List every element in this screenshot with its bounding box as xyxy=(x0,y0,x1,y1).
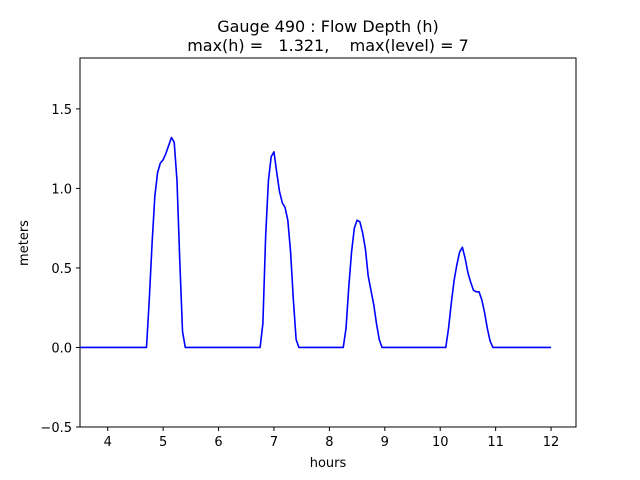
x-tick-label: 5 xyxy=(159,435,167,450)
y-tick-label: 1.0 xyxy=(51,182,72,197)
y-axis-label: meters xyxy=(17,220,32,266)
chart-title-line-1: Gauge 490 : Flow Depth (h) xyxy=(217,17,439,36)
y-tick-label: 0.5 xyxy=(51,262,72,277)
y-tick-label: −0.5 xyxy=(40,421,72,436)
chart-title-line-2: max(h) = 1.321, max(level) = 7 xyxy=(187,36,469,55)
y-tick-label: 1.5 xyxy=(51,103,72,118)
flow-depth-line xyxy=(80,136,552,349)
x-tick-label: 4 xyxy=(104,435,112,450)
x-tick-label: 12 xyxy=(543,435,560,450)
x-tick-label: 6 xyxy=(214,435,222,450)
x-tick-label: 11 xyxy=(487,435,504,450)
x-tick-label: 8 xyxy=(325,435,333,450)
plot-frame xyxy=(79,57,577,428)
tick-group: 4 5 6 7 8 9 10 11 12 −0.5 0.0 0.5 1.0 1.5 xyxy=(40,103,559,450)
x-tick-label: 7 xyxy=(270,435,278,450)
x-tick-label: 10 xyxy=(432,435,449,450)
x-tick-label: 9 xyxy=(381,435,389,450)
y-tick-label: 0.0 xyxy=(51,341,72,356)
x-axis-label: hours xyxy=(310,456,347,471)
plot-area xyxy=(80,136,552,349)
